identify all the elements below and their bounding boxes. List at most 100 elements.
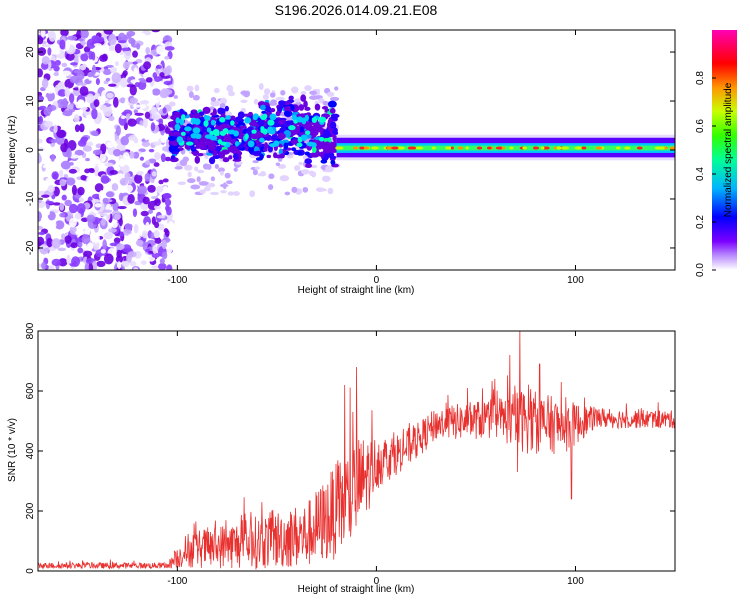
spectrogram-noise-cell (102, 239, 107, 251)
carrier-hot-spot (415, 146, 424, 150)
spectrogram-bright-cell (203, 120, 209, 127)
spectrogram-noise-cell (92, 232, 100, 244)
carrier-hot-spot (654, 146, 662, 150)
spectrogram-halo-cell (327, 187, 334, 195)
spectrogram-signal-cell (330, 159, 336, 165)
spectrogram-noise-cell (94, 176, 101, 181)
snr-series-line (38, 331, 675, 570)
spectrogram-noise-cell (86, 214, 96, 223)
spectrogram-noise-cell (145, 46, 151, 55)
spectrogram-halo-cell (268, 101, 278, 106)
carrier-hot-spot (495, 146, 504, 150)
spectrogram-signal-cell (167, 135, 176, 142)
spectrogram-noise-cell (111, 183, 119, 191)
spectrogram-noise-cell (99, 152, 106, 163)
spectrogram-bright-cell (273, 140, 280, 147)
spectrogram-x-label: Height of straight line (km) (298, 285, 415, 296)
spectrogram-halo-cell (325, 165, 334, 173)
spectrogram-noise-cell (120, 115, 126, 120)
spectrogram-noise-cell (143, 61, 152, 70)
spectrogram-halo-cell (262, 94, 269, 100)
spectrogram-noise-cell (66, 254, 71, 265)
spectrogram-noise-cell (117, 40, 127, 44)
spectrogram-halo-cell (188, 91, 194, 98)
y-tick-label: 200 (25, 502, 36, 519)
spectrogram-signal-cell (278, 105, 283, 110)
spectrogram-noise-cell (38, 147, 45, 152)
spectrogram-noise-cell (166, 264, 173, 270)
spectrogram-halo-cell (318, 98, 325, 104)
spectrogram-noise-cell (134, 173, 143, 184)
y-tick-label: 0 (25, 568, 36, 574)
carrier-hot-spot (540, 146, 545, 150)
spectrogram-noise-cell (136, 171, 144, 176)
spectrogram-noise-cell (126, 83, 136, 88)
carrier-hot-spot (624, 146, 631, 150)
spectrogram-noise-cell (154, 198, 161, 207)
spectrogram-noise-cell (160, 136, 168, 143)
spectrogram-noise-cell (47, 185, 55, 193)
spectrogram-noise-cell (100, 249, 106, 254)
spectrogram-noise-cell (38, 225, 43, 230)
spectrogram-signal-cell (186, 136, 192, 141)
spectrogram-signal-cell (305, 163, 313, 169)
spectrogram-noise-cell (108, 34, 117, 46)
spectrogram-noise-cell (85, 157, 90, 162)
spectrogram-bright-cell (225, 115, 231, 120)
spectrogram-signal-cell (300, 94, 307, 102)
spectrogram-noise-cell (50, 120, 61, 127)
spectrogram-signal-cell (208, 157, 216, 165)
spectrogram-signal-cell (197, 153, 204, 157)
spectrogram-noise-cell (54, 220, 65, 230)
spectrogram-noise-cell (41, 56, 50, 65)
spectrogram-signal-cell (199, 144, 208, 151)
carrier-hot-spot (353, 146, 358, 150)
spectrogram-halo-cell (252, 169, 258, 176)
spectrogram-noise-cell (70, 242, 78, 249)
spectrogram-noise-cell (134, 112, 144, 116)
spectrogram-noise-cell (78, 38, 84, 42)
spectrogram-noise-cell (46, 88, 55, 94)
spectrogram-halo-cell (203, 186, 211, 192)
spectrogram-halo-cell (326, 91, 335, 97)
spectrogram-noise-cell (38, 47, 47, 56)
spectrogram-noise-cell (92, 240, 100, 251)
carrier-hot-spot (522, 146, 528, 150)
spectrogram-bright-cell (210, 119, 216, 126)
spectrogram-signal-cell (261, 110, 267, 114)
spectrogram-bright-cell (190, 117, 197, 125)
spectrogram-noise-cell (112, 148, 122, 157)
spectrogram-noise-cell (48, 30, 57, 42)
spectrogram-halo-cell (187, 178, 196, 184)
spectrogram-noise-cell (145, 221, 150, 231)
spectrogram-noise-cell (113, 237, 121, 244)
spectrogram-noise-cell (64, 235, 72, 244)
spectrogram-noise-cell (57, 247, 67, 252)
spectrogram-noise-cell (151, 88, 161, 96)
spectrogram-signal-cell (257, 119, 265, 126)
spectrogram-halo-cell (267, 184, 274, 190)
spectrogram-noise-cell (79, 64, 87, 71)
spectrogram-noise-cell (87, 242, 94, 251)
spectrogram-noise-cell (68, 93, 75, 104)
spectrogram-noise-cell (133, 223, 139, 234)
spectrogram-noise-cell (133, 267, 139, 270)
spectrogram-noise-cell (38, 138, 43, 144)
spectrogram-halo-cell (228, 91, 235, 97)
spectrogram-noise-cell (141, 141, 151, 147)
spectrogram-noise-cell (50, 220, 57, 229)
spectrogram-noise-cell (121, 47, 131, 52)
spectrogram-noise-cell (118, 217, 123, 227)
spectrogram-noise-cell (77, 139, 87, 147)
spectrogram-noise-cell (64, 87, 70, 98)
spectrogram-noise-cell (151, 252, 160, 258)
spectrogram-noise-cell (99, 104, 107, 111)
spectrogram-signal-cell (283, 106, 293, 113)
spectrogram-noise-cell (77, 82, 87, 87)
spectrogram-noise-cell (123, 49, 132, 60)
spectrogram-noise-cell (80, 174, 87, 181)
carrier-hot-spot (636, 146, 643, 150)
spectrogram-noise-cell (89, 168, 95, 174)
spectrogram-noise-cell (38, 115, 44, 125)
carrier-hot-spot (407, 146, 413, 150)
